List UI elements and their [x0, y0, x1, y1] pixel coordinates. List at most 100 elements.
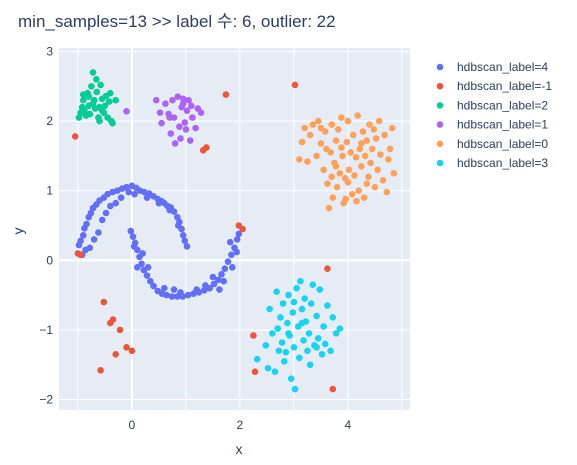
data-point	[321, 340, 329, 348]
data-point	[250, 332, 257, 339]
data-point	[80, 232, 87, 239]
data-point	[181, 119, 189, 126]
data-point	[202, 282, 209, 289]
legend-item[interactable]: hdbscan_label=3	[436, 156, 549, 170]
data-point	[324, 302, 331, 309]
y-tick-label: −1	[39, 323, 53, 337]
data-point	[370, 126, 378, 133]
data-point	[183, 107, 191, 114]
legend-item[interactable]: hdbscan_label=-1	[436, 79, 553, 93]
legend-marker	[436, 140, 444, 148]
legend-marker	[436, 63, 444, 71]
y-tick-label: 0	[46, 253, 53, 267]
data-point	[359, 128, 367, 135]
data-point	[320, 323, 327, 330]
data-point	[197, 109, 205, 116]
data-point	[97, 81, 104, 89]
data-point	[358, 140, 365, 147]
data-point	[171, 140, 179, 147]
legend-item[interactable]: hdbscan_label=4	[436, 60, 549, 74]
plot-background	[59, 48, 410, 410]
legend-item[interactable]: hdbscan_label=0	[436, 137, 549, 151]
data-point	[176, 123, 183, 130]
data-point	[109, 119, 116, 127]
legend-label: hdbscan_label=0	[457, 137, 548, 151]
data-point	[336, 170, 344, 177]
data-point	[273, 288, 280, 296]
data-point	[264, 364, 272, 372]
data-point	[332, 137, 340, 144]
data-point	[186, 137, 194, 144]
data-point	[262, 342, 270, 349]
data-point	[203, 144, 210, 151]
axis-ticks: 0 2 4 −2 −1 0 1 2 3	[39, 44, 351, 432]
legend-item[interactable]: hdbscan_label=2	[436, 98, 549, 112]
data-point	[174, 93, 182, 100]
data-point	[318, 351, 326, 358]
data-point	[298, 319, 306, 327]
data-point	[90, 236, 98, 243]
data-point	[279, 300, 287, 307]
data-point	[139, 250, 146, 257]
data-point	[147, 277, 154, 285]
data-point	[80, 91, 87, 98]
data-point	[306, 131, 314, 139]
data-point	[306, 361, 314, 369]
y-tick-label: 1	[46, 184, 53, 198]
data-point	[80, 96, 87, 104]
data-point	[324, 180, 331, 187]
legend-item[interactable]: hdbscan_label=1	[436, 118, 549, 132]
data-point	[158, 119, 165, 127]
data-point	[298, 305, 306, 313]
data-point	[320, 166, 327, 174]
data-point	[77, 237, 84, 245]
data-point	[332, 163, 340, 170]
data-point	[377, 151, 384, 158]
data-point	[101, 102, 109, 110]
data-point	[112, 199, 119, 207]
data-point	[305, 330, 313, 337]
data-point	[339, 152, 346, 160]
data-point	[155, 199, 163, 207]
data-point	[274, 325, 282, 332]
data-point	[290, 344, 298, 351]
legend-label: hdbscan_label=2	[457, 98, 548, 112]
data-point	[301, 124, 309, 132]
data-point	[253, 355, 261, 363]
data-point	[112, 351, 119, 358]
data-point	[323, 145, 330, 153]
data-point	[229, 264, 236, 271]
data-point	[222, 91, 230, 98]
data-point	[345, 166, 353, 174]
data-point	[361, 152, 369, 160]
data-point	[161, 284, 168, 292]
data-point	[329, 314, 337, 321]
data-point	[224, 258, 232, 266]
data-point	[317, 124, 325, 132]
data-point	[166, 114, 173, 121]
data-point	[143, 272, 151, 279]
data-point	[169, 96, 176, 104]
data-point	[354, 112, 361, 119]
data-point	[324, 265, 331, 273]
data-point	[338, 114, 345, 121]
data-point	[304, 158, 311, 165]
data-point	[353, 197, 360, 205]
data-point	[360, 194, 368, 201]
data-point	[188, 102, 195, 110]
x-tick-label: 0	[129, 418, 136, 432]
data-point	[184, 291, 192, 299]
data-point	[309, 121, 317, 128]
data-point	[282, 348, 290, 356]
data-point	[128, 347, 136, 355]
legend[interactable]: hdbscan_label=4 hdbscan_label=-1 hdbscan_l…	[436, 60, 553, 170]
data-point	[332, 330, 340, 337]
data-point	[327, 347, 334, 355]
data-point	[298, 138, 306, 146]
y-axis-title: y	[10, 228, 26, 235]
data-point	[297, 277, 304, 285]
data-point	[71, 133, 79, 140]
data-point	[301, 295, 309, 302]
data-point	[343, 138, 351, 146]
